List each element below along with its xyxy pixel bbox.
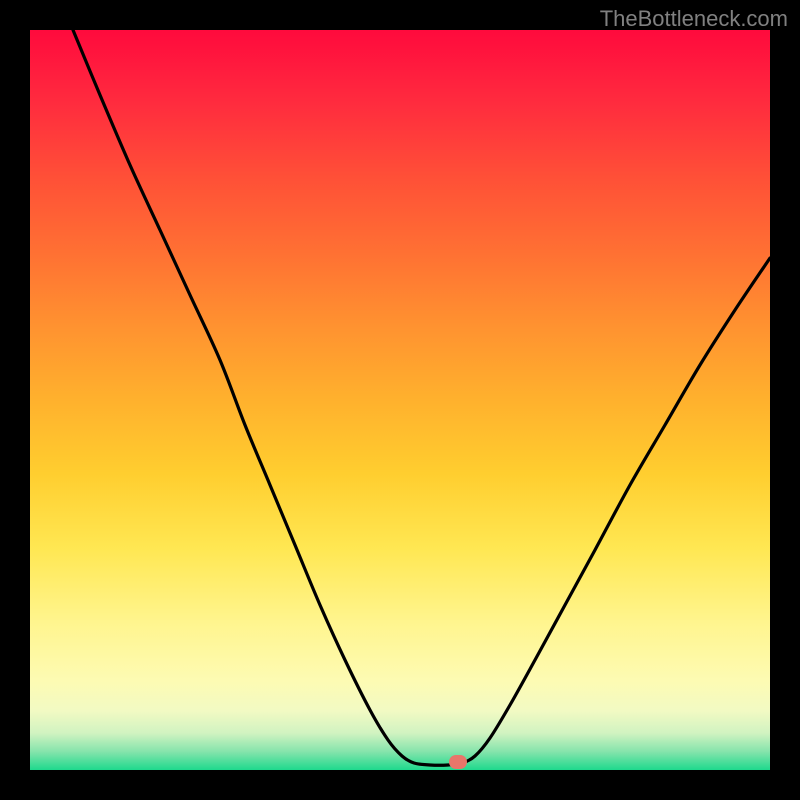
curve-svg: [30, 30, 770, 770]
bottleneck-curve: [73, 30, 770, 765]
bottleneck-marker: [449, 755, 467, 769]
plot-area: [30, 30, 770, 770]
chart-container: TheBottleneck.com: [0, 0, 800, 800]
watermark-text: TheBottleneck.com: [600, 6, 788, 32]
